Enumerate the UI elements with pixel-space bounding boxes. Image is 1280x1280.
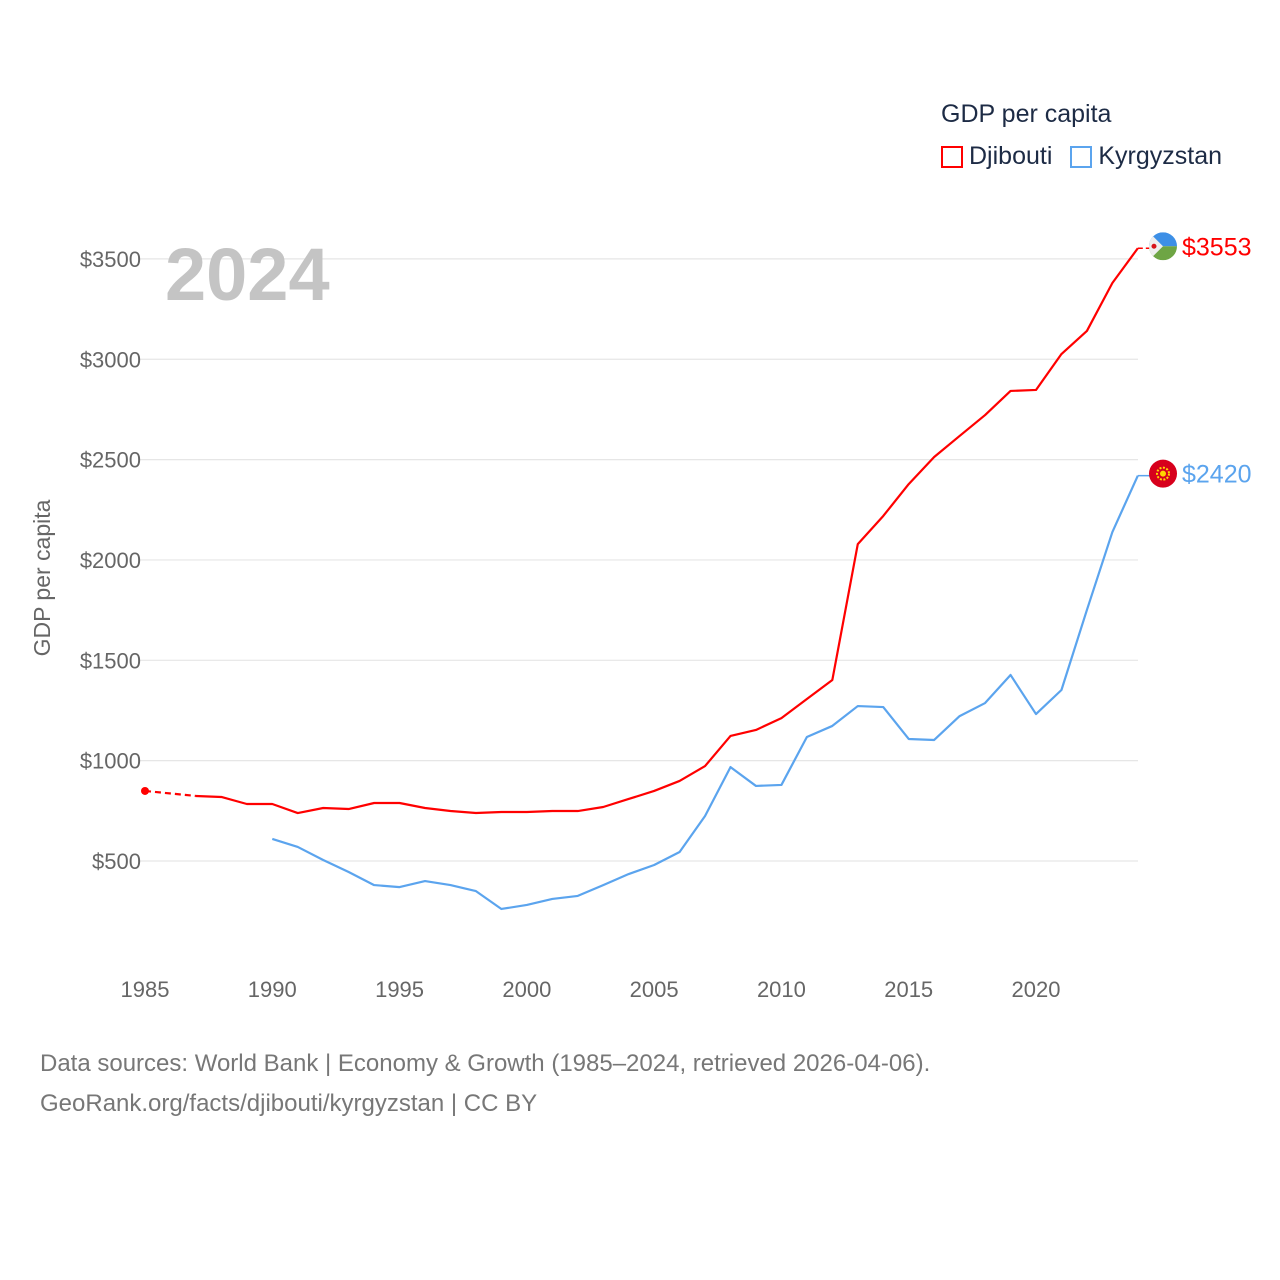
end-value-label: $3553: [1182, 233, 1252, 261]
flag-sun: [1156, 466, 1170, 481]
series-lines: [141, 247, 1139, 911]
x-tick-label: 1990: [248, 977, 297, 1002]
end-markers: $3553 $2420: [1137, 232, 1252, 489]
y-axis-label: GDP per capita: [29, 499, 55, 656]
x-tick-label: 1995: [375, 977, 424, 1002]
x-tick-label: 2020: [1012, 977, 1061, 1002]
y-tick-label: $1000: [80, 749, 141, 774]
year-label: 2024: [165, 233, 330, 316]
x-axis-ticks: 1985 1990 1995 2000 2005 2010 2015 2020: [121, 977, 1061, 1002]
x-tick-label: 1985: [121, 977, 170, 1002]
y-tick-label: $1500: [80, 648, 141, 673]
y-axis-ticks: $500 $1000 $1500 $2000 $2500 $3000 $3500: [80, 247, 141, 874]
gap-line-djibouti: [144, 789, 197, 798]
djibouti-flag-icon: [1149, 232, 1177, 261]
legend-label: Kyrgyzstan: [1098, 142, 1223, 170]
series-line-djibouti: [195, 247, 1139, 815]
x-tick-label: 2000: [502, 977, 551, 1002]
y-tick-label: $2500: [80, 448, 141, 473]
y-tick-label: $3500: [80, 247, 141, 272]
footer-sources: Data sources: World Bank | Economy & Gro…: [40, 1050, 931, 1077]
legend: Djibouti Kyrgyzstan: [941, 142, 1222, 171]
footer-attribution: GeoRank.org/facts/djibouti/kyrgyzstan | …: [40, 1090, 538, 1117]
legend-item-kyrgyzstan[interactable]: Kyrgyzstan: [1070, 142, 1222, 171]
legend-swatch-djibouti: [941, 145, 963, 168]
legend-title: GDP per capita: [941, 100, 1112, 128]
legend-label: Djibouti: [969, 142, 1053, 170]
y-tick-label: $2000: [80, 548, 141, 573]
footer: Data sources: World Bank | Economy & Gro…: [40, 1044, 930, 1124]
gridlines: [140, 258, 1138, 862]
x-tick-label: 2005: [630, 977, 679, 1002]
flag-sun-core: [1160, 470, 1166, 477]
y-tick-label: $500: [92, 849, 141, 874]
x-tick-label: 2015: [884, 977, 933, 1002]
x-tick-label: 2010: [757, 977, 806, 1002]
kyrgyzstan-flag-icon: [1149, 459, 1177, 488]
series-line-kyrgyzstan: [271, 475, 1139, 911]
legend-item-djibouti[interactable]: Djibouti: [941, 142, 1052, 171]
flag-body: [1149, 232, 1177, 261]
y-tick-label: $3000: [80, 347, 141, 372]
flag-star: [1151, 243, 1157, 249]
legend-swatch-kyrgyzstan: [1070, 145, 1093, 168]
end-value-label: $2420: [1182, 461, 1252, 489]
